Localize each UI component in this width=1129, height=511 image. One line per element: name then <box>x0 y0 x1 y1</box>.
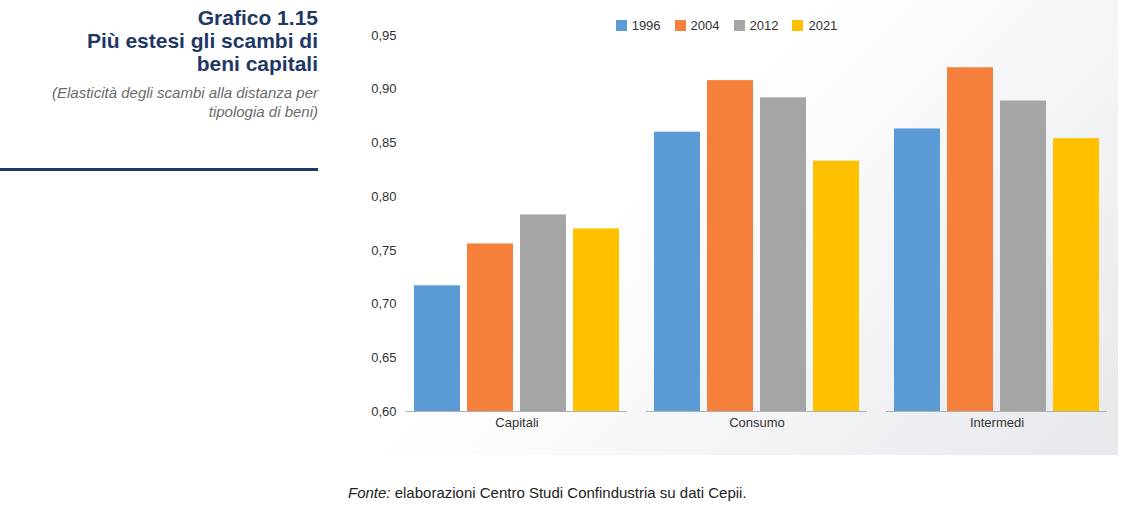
svg-text:0,90: 0,90 <box>371 81 396 96</box>
html-text:Grafico 1.15: Grafico 1.15 <box>197 6 318 29</box>
svg-text:0,80: 0,80 <box>371 189 396 204</box>
svg-text:0,85: 0,85 <box>371 135 396 150</box>
html-text:2012: 2012 <box>749 18 779 33</box>
html-text:Più estesi gli scambi di beni: Più estesi gli scambi di beni capitali <box>86 29 318 75</box>
html-text:2004: 2004 <box>690 18 720 33</box>
html-text:Fonte: elaborazioni Centro Stu: Fonte: elaborazioni Centro Studi Confind… <box>348 484 747 501</box>
html-text:1996: 1996 <box>631 18 661 33</box>
svg-text:0,65: 0,65 <box>371 350 396 365</box>
svg-text:Consumo: Consumo <box>729 415 785 430</box>
html-text:2021: 2021 <box>808 18 838 33</box>
svg-text:0,75: 0,75 <box>371 243 396 258</box>
svg-text:0,60: 0,60 <box>371 404 396 419</box>
html-text:(Elasticità degli scambi alla: (Elasticità degli scambi alla distanza p… <box>52 84 318 120</box>
svg-text:Intermedi: Intermedi <box>970 415 1024 430</box>
svg-text:0,95: 0,95 <box>371 28 396 43</box>
svg-text:0,70: 0,70 <box>371 296 396 311</box>
svg-text:Capitali: Capitali <box>495 415 538 430</box>
